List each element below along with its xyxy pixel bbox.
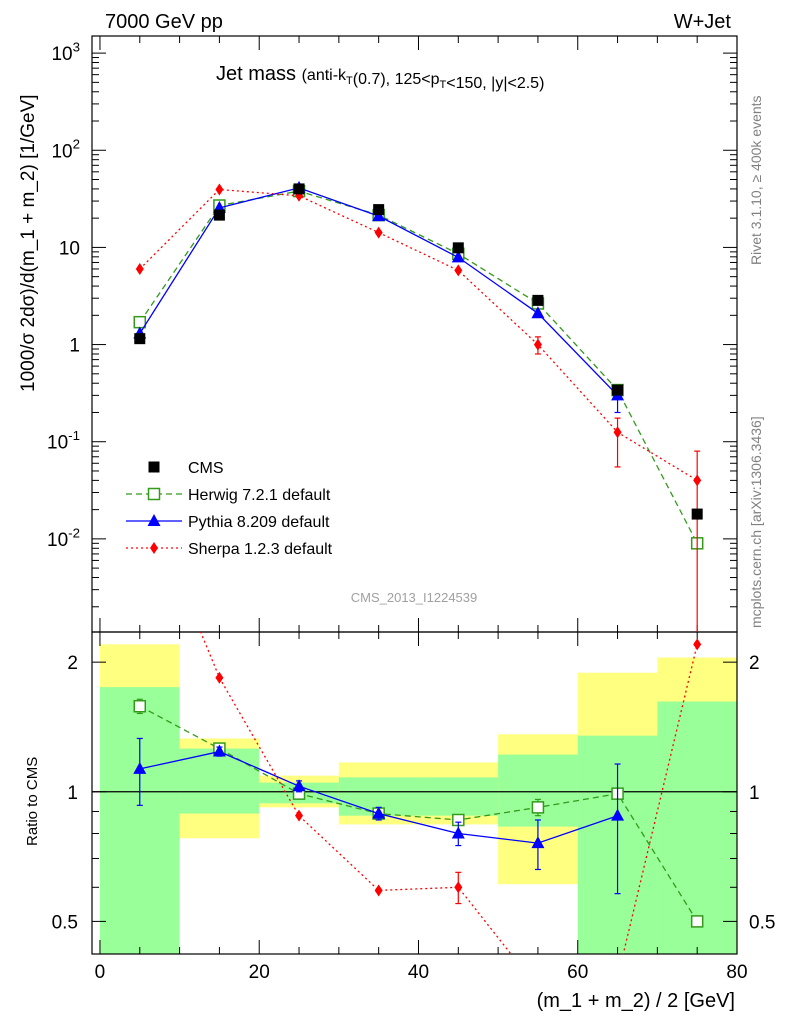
x-tick-label: 20 — [249, 962, 270, 983]
herwig-marker — [690, 915, 704, 928]
sherpa-marker — [215, 671, 224, 684]
main-panel-data — [133, 180, 704, 632]
sherpa-marker — [374, 226, 383, 239]
pythia-marker — [372, 806, 386, 819]
legend-cms-label: CMS — [188, 460, 224, 477]
sherpa-marker — [136, 477, 144, 489]
main-y-axis-label: 1000/σ 2dσ)/d(m_1 + m_2) [1/GeV] — [18, 94, 39, 392]
y-tick-label-right: 1 — [749, 783, 760, 804]
plot-title-main: Jet mass — [216, 63, 296, 85]
y-tick-label-left: 1 — [67, 783, 78, 804]
band-inner — [657, 701, 737, 954]
plot-title: Jet mass (anti-kT(0.7), 125<pT<150, |y|<… — [216, 63, 544, 92]
herwig-line — [139, 190, 698, 544]
pythia-marker — [451, 250, 465, 263]
band-inner — [179, 748, 260, 814]
x-tick-label: 0 — [95, 962, 106, 983]
pythia-marker — [451, 826, 465, 839]
sherpa-marker — [614, 972, 622, 984]
sherpa-marker — [374, 884, 383, 897]
legend-sherpa-label: Sherpa 1.2.3 default — [188, 541, 333, 558]
herwig-marker — [133, 699, 147, 713]
x-tick-label: 40 — [408, 962, 429, 983]
pythia-marker — [133, 761, 147, 774]
legend-herwig-marker — [147, 487, 161, 501]
ratio-y-axis-label: Ratio to CMS — [24, 757, 41, 846]
herwig-line — [139, 705, 698, 922]
sherpa-marker — [454, 881, 463, 894]
sherpa-marker — [454, 264, 463, 277]
cms-marker — [293, 183, 305, 195]
cms-marker — [532, 294, 544, 306]
sherpa-line — [139, 188, 698, 481]
legend: CMS Herwig 7.2.1 default Pythia 8.209 defa… — [126, 460, 333, 558]
analysis-id-label: CMS_2013_I1224539 — [351, 590, 478, 605]
ratio-uncertainty-bands — [92, 644, 737, 954]
y-tick-label: 103 — [51, 40, 80, 66]
x-axis-label: (m_1 + m_2) / 2 [GeV] — [537, 990, 735, 1012]
cms-marker — [612, 384, 624, 396]
y-tick-label: 10 — [59, 238, 80, 259]
herwig-marker — [133, 315, 147, 329]
ratio-panel-data — [133, 477, 704, 984]
ratio-panel-axes: 0.5 0.51 12 20 20 40 60 80 — [52, 632, 775, 983]
legend-sherpa-marker — [150, 542, 158, 554]
legend-cms-marker — [148, 461, 160, 473]
band-inner — [99, 687, 180, 954]
mcplots-label: mcplots.cern.ch [arXiv:1306.3436] — [748, 416, 764, 628]
x-tick-label: 60 — [567, 962, 588, 983]
x-tick-label: 80 — [726, 962, 747, 983]
sherpa-marker — [693, 638, 702, 651]
header-process-label: W+Jet — [674, 11, 732, 33]
y-tick-label-right: 0.5 — [749, 912, 775, 933]
cms-marker — [213, 209, 225, 221]
sherpa-marker — [295, 809, 304, 822]
pythia-marker — [611, 808, 625, 821]
band-inner — [418, 777, 499, 816]
y-tick-label: 10-2 — [47, 525, 80, 551]
y-tick-label-left: 2 — [67, 653, 78, 674]
pythia-marker — [531, 306, 545, 319]
y-tick-label-left: 0.5 — [52, 912, 78, 933]
main-panel-axes: 10-2 10-1 1 10 102 103 — [47, 36, 738, 632]
header-energy-label: 7000 GeV pp — [105, 11, 223, 33]
ratio-panel-frame — [91, 631, 738, 955]
y-tick-label: 102 — [51, 137, 80, 163]
sherpa-line — [199, 632, 698, 954]
herwig-marker — [531, 801, 545, 814]
cms-marker — [134, 333, 146, 345]
legend-herwig-label: Herwig 7.2.1 default — [188, 487, 331, 504]
sherpa-marker — [533, 338, 542, 351]
pythia-marker — [212, 744, 226, 757]
pythia-marker — [372, 209, 386, 222]
rivet-version-label: Rivet 3.1.10, ≥ 400k events — [748, 95, 764, 265]
sherpa-marker — [693, 474, 702, 487]
y-tick-label: 10-1 — [47, 428, 80, 454]
sherpa-marker — [613, 426, 622, 439]
sherpa-marker — [135, 262, 144, 275]
y-tick-label: 1 — [69, 336, 80, 357]
legend-pythia-label: Pythia 8.209 default — [188, 514, 330, 531]
cms-marker — [452, 242, 464, 254]
y-tick-label-right: 2 — [749, 653, 760, 674]
pythia-marker — [531, 836, 545, 849]
legend-pythia-marker — [147, 514, 161, 526]
sherpa-marker — [215, 183, 224, 196]
cms-marker — [373, 204, 385, 216]
pythia-marker — [292, 779, 306, 792]
cms-marker — [691, 508, 703, 520]
